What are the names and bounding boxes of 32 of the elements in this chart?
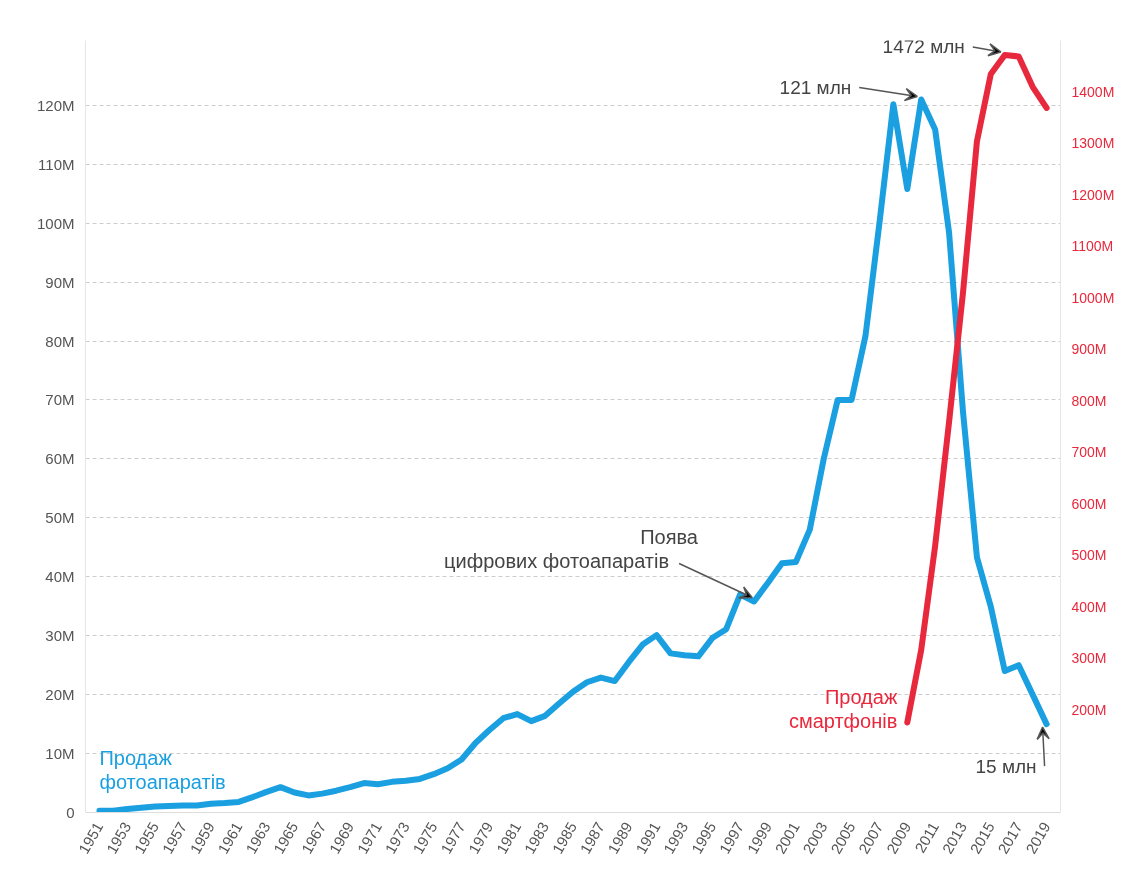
y-tick-label: 10M — [45, 745, 75, 763]
y2-tick-label: 200M — [1071, 701, 1107, 718]
y2-tick-label: 700M — [1071, 444, 1107, 461]
y-tick-label: 40M — [45, 568, 75, 586]
y2-tick-label: 600M — [1071, 495, 1107, 512]
y-tick-label: 80M — [45, 332, 75, 350]
y2-tick-label: 900M — [1071, 341, 1107, 358]
y2-tick-label: 800M — [1071, 392, 1107, 409]
y-tick-label: 20M — [45, 686, 75, 704]
y-tick-label: 110M — [38, 155, 75, 173]
y2-tick-label: 1200M — [1071, 186, 1115, 203]
series-label: Продаж смартфонів — [788, 686, 898, 733]
data-label: 121 млн — [779, 76, 852, 98]
y-tick-label: 60M — [45, 450, 75, 468]
data-label: 15 млн — [975, 755, 1037, 777]
y-tick-label: 100M — [36, 214, 75, 232]
y-tick-label: 0 — [66, 804, 75, 821]
y2-tick-label: 500M — [1071, 547, 1107, 564]
y-tick-label: 50M — [45, 509, 75, 527]
series-label: Продаж фотоапаратів — [99, 746, 226, 793]
y2-tick-label: 1400M — [1071, 83, 1115, 100]
annotation: Поява цифрових фотоапаратів — [444, 525, 699, 572]
y2-tick-label: 300M — [1071, 650, 1107, 667]
y-tick-label: 90M — [45, 273, 75, 291]
y-tick-label: 30M — [45, 627, 75, 645]
y2-tick-label: 1000M — [1071, 289, 1115, 306]
y2-tick-label: 1100M — [1071, 238, 1114, 255]
y2-tick-label: 1300M — [1071, 135, 1115, 152]
y-tick-label: 120M — [36, 96, 75, 114]
y-tick-label: 70M — [45, 391, 75, 409]
y2-tick-label: 400M — [1071, 598, 1107, 615]
data-label: 1472 млн — [882, 36, 965, 58]
